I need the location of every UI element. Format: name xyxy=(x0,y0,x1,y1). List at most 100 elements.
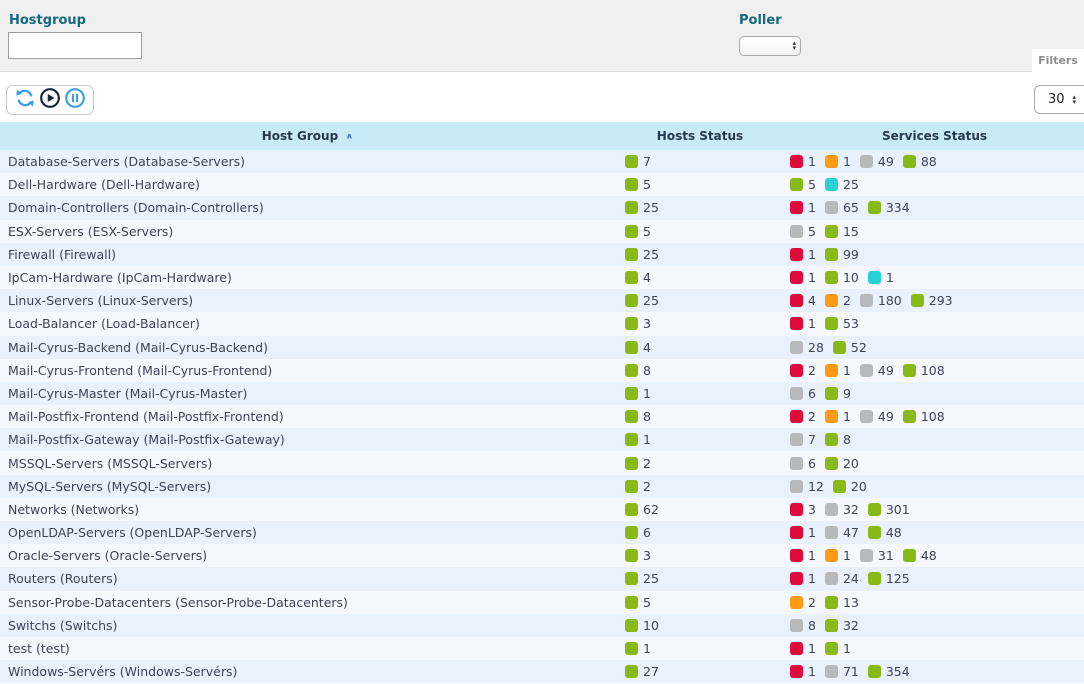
status-chip-ok[interactable]: 5 xyxy=(625,177,651,192)
status-chip-ok[interactable]: 1 xyxy=(625,641,651,656)
hostgroup-name[interactable]: Firewall (Firewall) xyxy=(8,246,117,262)
status-chip-unknown[interactable]: 7 xyxy=(790,432,816,447)
hostgroup-name[interactable]: Load-Balancer (Load-Balancer) xyxy=(8,316,200,332)
status-chip-ok[interactable]: 10 xyxy=(824,270,859,285)
status-chip-ok[interactable]: 25 xyxy=(625,200,659,215)
status-chip-ok[interactable]: 125 xyxy=(867,571,910,586)
hostgroup-name[interactable]: ESX-Servers (ESX-Servers) xyxy=(8,223,174,239)
status-chip-ok[interactable]: 5 xyxy=(790,177,816,192)
status-chip-ok[interactable]: 2 xyxy=(625,456,651,471)
status-chip-ok[interactable]: 1 xyxy=(625,386,651,401)
status-chip-ok[interactable]: 334 xyxy=(867,200,910,215)
status-chip-ok[interactable]: 4 xyxy=(625,270,651,285)
status-chip-unknown[interactable]: 32 xyxy=(824,502,859,517)
status-chip-ok[interactable]: 354 xyxy=(867,664,910,679)
status-chip-critical[interactable]: 1 xyxy=(790,525,816,540)
column-header-host-group[interactable]: Host Group ∧ xyxy=(0,129,615,143)
status-chip-critical[interactable]: 1 xyxy=(790,247,816,262)
status-chip-critical[interactable]: 1 xyxy=(790,548,816,563)
status-chip-ok[interactable]: 52 xyxy=(832,340,867,355)
status-chip-unknown[interactable]: 180 xyxy=(859,293,902,308)
status-chip-unknown[interactable]: 71 xyxy=(824,664,859,679)
status-chip-ok[interactable]: 8 xyxy=(625,409,651,424)
status-chip-ok[interactable]: 10 xyxy=(625,618,659,633)
hostgroup-name[interactable]: Sensor-Probe-Datacenters (Sensor-Probe-D… xyxy=(8,594,348,610)
status-chip-ok[interactable]: 99 xyxy=(824,247,859,262)
hostgroup-input[interactable] xyxy=(8,32,142,59)
status-chip-ok[interactable]: 25 xyxy=(625,571,659,586)
hostgroup-name[interactable]: IpCam-Hardware (IpCam-Hardware) xyxy=(8,270,232,286)
status-chip-ok[interactable]: 62 xyxy=(625,502,659,517)
status-chip-ok[interactable]: 15 xyxy=(824,224,859,239)
status-chip-ok[interactable]: 32 xyxy=(824,618,859,633)
hostgroup-name[interactable]: Switchs (Switchs) xyxy=(8,617,118,633)
status-chip-ok[interactable]: 293 xyxy=(910,293,953,308)
hostgroup-name[interactable]: test (test) xyxy=(8,641,70,657)
status-chip-critical[interactable]: 1 xyxy=(790,664,816,679)
status-chip-ok[interactable]: 48 xyxy=(902,548,937,563)
status-chip-critical[interactable]: 1 xyxy=(790,641,816,656)
hostgroup-name[interactable]: Mail-Cyrus-Backend (Mail-Cyrus-Backend) xyxy=(8,339,268,355)
status-chip-unknown[interactable]: 5 xyxy=(790,224,816,239)
status-chip-critical[interactable]: 1 xyxy=(790,270,816,285)
status-chip-warning[interactable]: 2 xyxy=(824,293,851,308)
status-chip-unknown[interactable]: 49 xyxy=(859,363,894,378)
status-chip-ok[interactable]: 48 xyxy=(867,525,902,540)
status-chip-critical[interactable]: 2 xyxy=(790,363,816,378)
status-chip-unknown[interactable]: 12 xyxy=(790,479,824,494)
hostgroup-name[interactable]: Windows-Servérs (Windows-Servérs) xyxy=(8,664,238,680)
status-chip-critical[interactable]: 1 xyxy=(790,571,816,586)
hostgroup-name[interactable]: Mail-Cyrus-Master (Mail-Cyrus-Master) xyxy=(8,385,248,401)
hostgroup-name[interactable]: Dell-Hardware (Dell-Hardware) xyxy=(8,177,200,193)
status-chip-ok[interactable]: 3 xyxy=(625,548,651,563)
status-chip-critical[interactable]: 3 xyxy=(790,502,816,517)
status-chip-ok[interactable]: 20 xyxy=(832,479,867,494)
hostgroup-name[interactable]: MSSQL-Servers (MSSQL-Servers) xyxy=(8,455,213,471)
status-chip-critical[interactable]: 1 xyxy=(790,316,816,331)
status-chip-critical[interactable]: 1 xyxy=(790,200,816,215)
status-chip-critical[interactable]: 2 xyxy=(790,409,816,424)
hostgroup-name[interactable]: Domain-Controllers (Domain-Controllers) xyxy=(8,200,264,216)
column-header-services-status[interactable]: Services Status xyxy=(785,129,1084,143)
status-chip-ok[interactable]: 5 xyxy=(625,224,651,239)
status-chip-ok[interactable]: 7 xyxy=(625,154,651,169)
status-chip-unknown[interactable]: 8 xyxy=(790,618,816,633)
hostgroup-name[interactable]: Mail-Postfix-Frontend (Mail-Postfix-Fron… xyxy=(8,409,284,425)
status-chip-ok[interactable]: 9 xyxy=(824,386,851,401)
status-chip-ok[interactable]: 1 xyxy=(625,432,651,447)
hostgroup-name[interactable]: Networks (Networks) xyxy=(8,501,140,517)
poller-select[interactable]: ▴ ▾ xyxy=(739,36,801,56)
status-chip-unknown[interactable]: 49 xyxy=(859,409,894,424)
status-chip-ok[interactable]: 27 xyxy=(625,664,659,679)
status-chip-ok[interactable]: 53 xyxy=(824,316,859,331)
status-chip-unknown[interactable]: 6 xyxy=(790,386,816,401)
status-chip-ok[interactable]: 25 xyxy=(625,293,659,308)
status-chip-ok[interactable]: 108 xyxy=(902,363,945,378)
status-chip-pending[interactable]: 25 xyxy=(824,177,859,192)
status-chip-unknown[interactable]: 47 xyxy=(824,525,859,540)
status-chip-ok[interactable]: 4 xyxy=(625,340,651,355)
status-chip-ok[interactable]: 13 xyxy=(824,595,859,610)
refresh-button[interactable] xyxy=(14,89,36,111)
hostgroup-name[interactable]: Routers (Routers) xyxy=(8,571,118,587)
status-chip-ok[interactable]: 1 xyxy=(824,641,851,656)
status-chip-unknown[interactable]: 49 xyxy=(859,154,894,169)
hostgroup-name[interactable]: Mail-Cyrus-Frontend (Mail-Cyrus-Frontend… xyxy=(8,362,273,378)
status-chip-warning[interactable]: 1 xyxy=(824,409,851,424)
status-chip-warning[interactable]: 2 xyxy=(790,595,816,610)
status-chip-ok[interactable]: 108 xyxy=(902,409,945,424)
filters-tab[interactable]: Filters xyxy=(1032,49,1084,72)
status-chip-pending[interactable]: 1 xyxy=(867,270,894,285)
status-chip-unknown[interactable]: 28 xyxy=(790,340,824,355)
status-chip-unknown[interactable]: 24 xyxy=(824,571,859,586)
status-chip-warning[interactable]: 1 xyxy=(824,363,851,378)
status-chip-ok[interactable]: 88 xyxy=(902,154,937,169)
hostgroup-name[interactable]: Database-Servers (Database-Servers) xyxy=(8,154,246,170)
play-button[interactable] xyxy=(39,88,61,111)
status-chip-ok[interactable]: 301 xyxy=(867,502,910,517)
hostgroup-name[interactable]: Mail-Postfix-Gateway (Mail-Postfix-Gatew… xyxy=(8,432,285,448)
status-chip-unknown[interactable]: 31 xyxy=(859,548,894,563)
status-chip-warning[interactable]: 1 xyxy=(824,548,851,563)
status-chip-ok[interactable]: 5 xyxy=(625,595,651,610)
status-chip-unknown[interactable]: 65 xyxy=(824,200,859,215)
